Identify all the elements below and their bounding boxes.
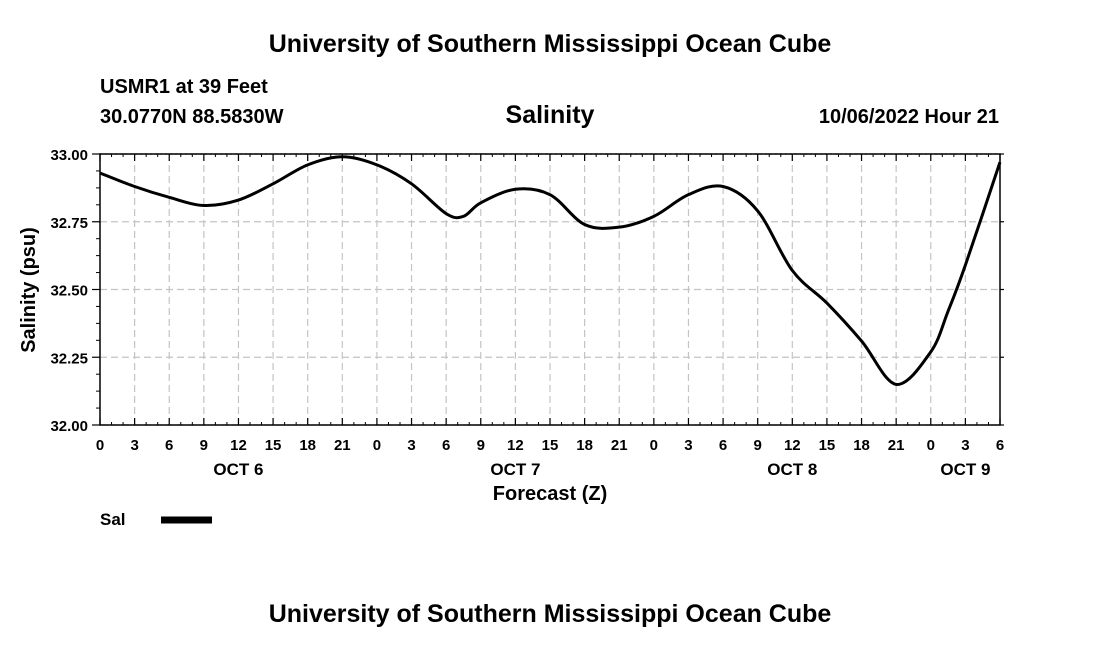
x-tick-label: 6 bbox=[165, 437, 173, 454]
x-tick-label: 18 bbox=[576, 437, 593, 454]
x-tick-label: 3 bbox=[407, 437, 415, 454]
forecast-timestamp: 10/06/2022 Hour 21 bbox=[818, 106, 999, 128]
x-tick-label: 15 bbox=[265, 437, 282, 454]
x-tick-label: 3 bbox=[130, 437, 138, 454]
y-tick-label: 32.75 bbox=[50, 215, 88, 232]
y-tick-label: 33.00 bbox=[50, 147, 88, 164]
series-line-sal bbox=[99, 155, 1002, 386]
day-label: OCT 9 bbox=[940, 460, 990, 479]
x-tick-label: 18 bbox=[853, 437, 870, 454]
station-label: USMR1 at 39 Feet bbox=[100, 76, 268, 98]
x-tick-label: 0 bbox=[373, 437, 381, 454]
day-label: OCT 8 bbox=[767, 460, 817, 479]
x-tick-label: 9 bbox=[754, 437, 762, 454]
x-tick-label: 6 bbox=[719, 437, 727, 454]
x-tick-label: 6 bbox=[996, 437, 1004, 454]
x-tick-label: 21 bbox=[888, 437, 905, 454]
x-tick-label: 18 bbox=[299, 437, 316, 454]
x-tick-label: 9 bbox=[477, 437, 485, 454]
x-tick-label: 21 bbox=[611, 437, 628, 454]
salinity-chart: 0 3 6 9 12 15 18 21 0 3 6 9 12 15 18 21 0 3 6 9 12 15 18 21 0 3 6 3… bbox=[18, 147, 1004, 529]
x-tick-label: 0 bbox=[927, 437, 935, 454]
x-tick-label: 15 bbox=[819, 437, 836, 454]
x-tick-label: 21 bbox=[334, 437, 351, 454]
x-tick-label: 3 bbox=[961, 437, 969, 454]
x-tick-label: 9 bbox=[200, 437, 208, 454]
chart-title: Salinity bbox=[505, 101, 595, 129]
x-tick-label: 15 bbox=[542, 437, 559, 454]
x-tick-label: 12 bbox=[784, 437, 801, 454]
day-label: OCT 6 bbox=[213, 460, 263, 479]
footer-title: University of Southern Mississippi Ocean… bbox=[268, 600, 832, 628]
plot-frame bbox=[99, 153, 1001, 426]
station-coordinates: 30.0770N 88.5830W bbox=[100, 106, 284, 128]
x-tick-label: 0 bbox=[96, 437, 104, 454]
x-tick-label: 12 bbox=[230, 437, 247, 454]
x-tick-label: 0 bbox=[650, 437, 658, 454]
y-axis-label: Salinity (psu) bbox=[18, 227, 40, 353]
x-tick-label: 12 bbox=[507, 437, 524, 454]
y-tick-label: 32.50 bbox=[50, 283, 88, 300]
day-label: OCT 7 bbox=[490, 460, 540, 479]
x-tick-label: 3 bbox=[684, 437, 692, 454]
x-axis-label: Forecast (Z) bbox=[493, 483, 607, 505]
main-title: University of Southern Mississippi Ocean… bbox=[268, 30, 832, 58]
y-tick-label: 32.25 bbox=[50, 350, 88, 367]
legend-label-sal: Sal bbox=[100, 510, 126, 529]
x-tick-label: 6 bbox=[442, 437, 450, 454]
y-tick-label: 32.00 bbox=[50, 418, 88, 435]
